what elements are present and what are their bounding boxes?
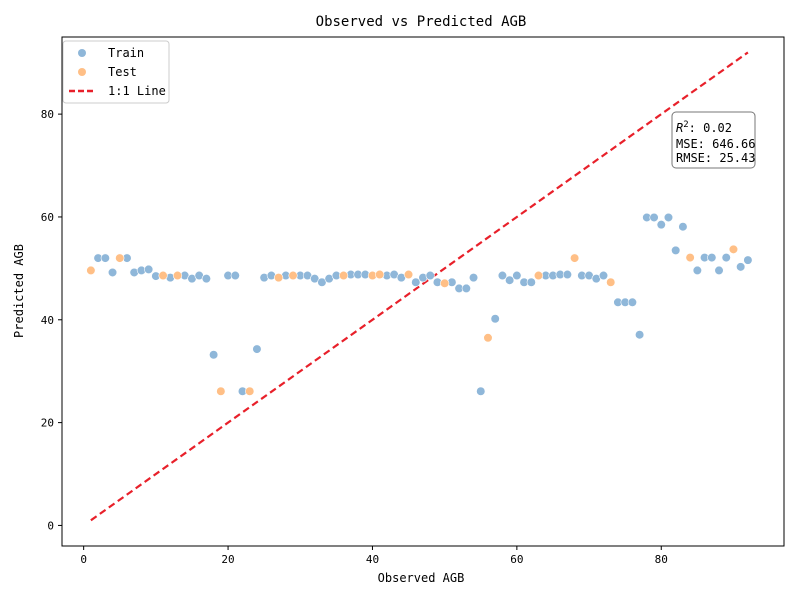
x-tick-label: 20 [221,553,234,566]
point-train [627,297,637,307]
r2-value: : 0.02 [689,121,732,135]
x-tick-label: 60 [510,553,523,566]
point-train [562,269,573,280]
legend-box [62,40,170,104]
x-tick-label: 80 [655,553,668,566]
y-axis-ticks: 0 20 40 60 80 [41,108,62,532]
point-test [115,253,125,263]
stats-box-frame [671,111,756,169]
point-test [606,277,616,287]
point-test [483,333,493,343]
legend-test-marker [78,68,86,76]
y-tick-label: 20 [41,417,54,430]
point-train [100,253,110,263]
point-train [230,270,240,281]
point-test [375,269,385,280]
point-train [721,252,731,263]
point-train [201,274,211,284]
chart-title: Observed vs Predicted AGB [316,14,527,30]
y-tick-label: 60 [41,211,54,224]
y-tick-label: 40 [41,314,54,327]
point-train [411,277,421,287]
point-train [317,277,327,287]
reference-line [90,51,749,522]
point-test [216,386,226,396]
point-train [490,314,500,324]
point-train [678,222,688,232]
point-train [144,264,154,274]
point-train [714,265,724,276]
y-tick-label: 80 [41,108,54,121]
point-train [656,220,666,230]
point-test [338,270,349,281]
point-train [512,270,522,281]
x-tick-label: 40 [366,553,379,566]
r2-text: R2: 0.02 [676,120,732,135]
point-train [736,262,746,272]
point-test [172,270,183,281]
point-test [288,270,298,281]
point-train [743,255,753,265]
y-tick-label: 0 [47,519,54,532]
point-train [476,386,486,396]
point-train [107,267,118,278]
rmse-text: RMSE: 25.43 [676,151,755,165]
point-test [570,253,580,263]
mse-text: MSE: 646.66 [676,137,755,151]
point-train [634,330,645,340]
point-test [533,270,544,281]
y-axis-label: Predicted AGB [12,244,26,338]
point-test [403,269,414,280]
point-train [461,283,471,294]
x-axis-label: Observed AGB [378,571,465,585]
point-train [692,265,702,276]
point-test [728,244,739,254]
point-train [598,270,609,281]
legend-test-label: Test [108,65,137,79]
point-train [649,212,659,223]
point-test [158,270,168,281]
legend: Train Test 1:1 Line [62,40,170,104]
point-train [497,270,508,281]
series-test [86,244,739,396]
series-train [93,212,753,396]
point-train [425,270,435,281]
point-test [685,252,695,263]
point-train [505,275,515,285]
point-train [526,277,536,287]
r2-symbol: R [676,121,683,135]
point-train [707,252,717,263]
point-test [245,386,255,396]
point-train [252,344,262,354]
legend-train-marker [78,49,86,57]
plot-area [61,36,785,547]
point-train [671,245,681,255]
point-test [440,278,450,288]
point-test [86,265,96,276]
plot-frame [61,36,785,547]
x-tick-label: 0 [80,553,87,566]
stats-box: R2: 0.02 MSE: 646.66 RMSE: 25.43 [671,111,756,169]
legend-train-label: Train [108,46,144,60]
point-train [468,273,479,283]
point-train [310,274,320,284]
point-train [209,350,219,360]
r2-superscript: 2 [683,120,688,130]
point-test [274,273,284,283]
point-train [663,212,674,223]
x-axis-ticks: 0 20 40 60 80 [80,546,668,566]
legend-ref-line-label: 1:1 Line [108,84,166,98]
